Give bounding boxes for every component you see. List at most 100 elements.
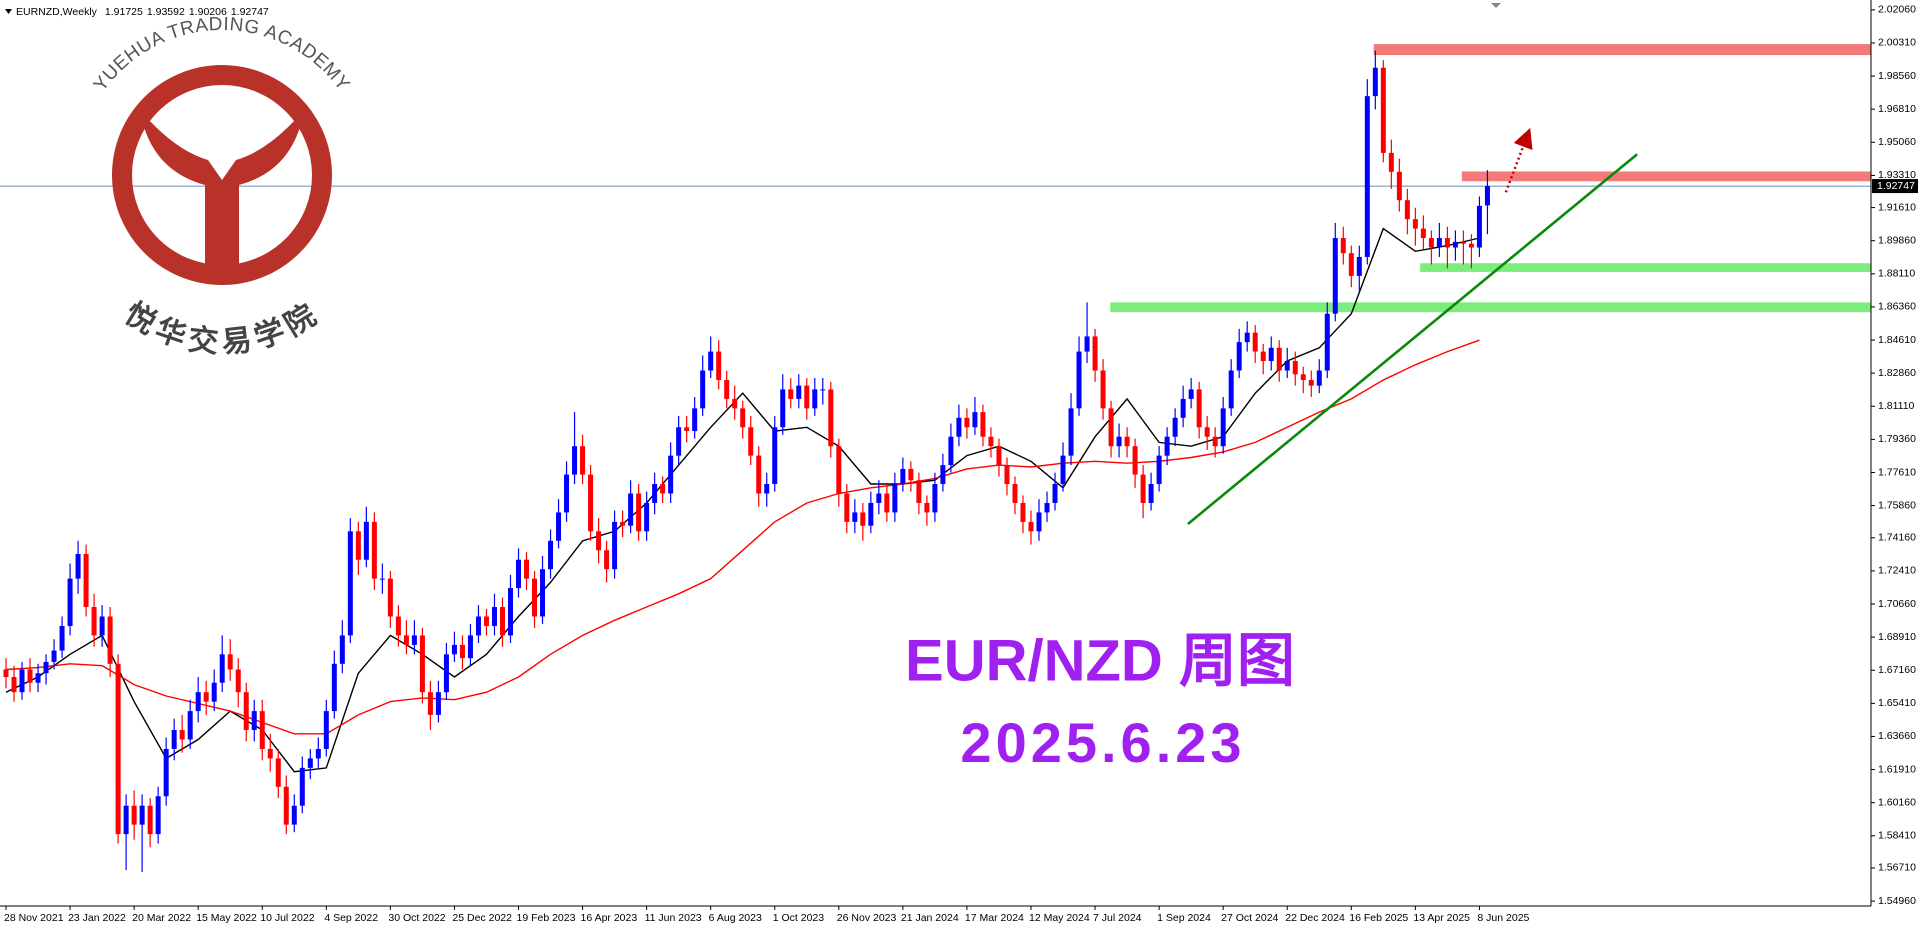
candle-body [331,663,337,712]
candle-body [515,559,521,589]
candle-body [243,692,249,731]
candle-body [1452,241,1458,248]
candle-body [948,436,954,466]
candle-body [99,616,105,636]
x-tick-label: 11 Jun 2023 [645,912,702,924]
candle-body [940,465,946,485]
candle-body [1364,96,1370,257]
candle-body [91,607,97,636]
candle-body [868,502,874,526]
candle-body [804,385,810,409]
candle-body [1148,484,1154,503]
x-tick-label: 27 Oct 2024 [1221,912,1278,924]
candle-body [564,474,570,513]
candle-body [59,625,65,651]
candle-body [1268,347,1274,362]
x-tick-label: 7 Jul 2024 [1093,912,1142,924]
candle-body [171,730,177,749]
x-tick-label: 1 Oct 2023 [773,912,825,924]
y-tick-label: 1.72410 [1878,565,1916,577]
x-tick-label: 13 Apr 2025 [1413,912,1470,924]
candle-body [123,805,129,835]
candle-body [828,389,834,447]
chart-subtitle: 2025.6.23 [960,711,1245,774]
candle-body [1468,243,1474,248]
candle-body [1172,417,1178,437]
candle-body [556,512,562,541]
y-tick-label: 1.82860 [1878,367,1916,379]
level-zone [1373,44,1871,56]
candle-body [251,711,257,731]
candle-body [43,661,49,674]
candle-body [1044,502,1050,513]
candle-body [588,474,594,532]
candle-body [51,650,57,662]
candle-body [403,635,409,645]
candle-body [1052,484,1058,503]
candle-body [83,554,89,608]
level-zone [1420,263,1871,272]
candle-body [636,493,642,532]
candle-body [1324,313,1330,371]
candle-body [475,616,481,636]
candle-body [676,427,682,456]
candle-body [988,436,994,447]
menu-arrow[interactable] [5,9,12,14]
candle-body [339,635,345,664]
candle-body [235,669,241,693]
candle-body [1204,427,1210,437]
candle-body [692,408,698,432]
candle-body [1028,521,1034,532]
x-tick-label: 21 Jan 2024 [901,912,959,924]
candle-body [371,521,377,579]
candle-body [3,669,9,678]
candle-body [1308,379,1314,386]
candle-body [11,677,17,693]
candle-body [27,669,33,683]
candle-body [467,635,473,659]
candle-body [860,512,866,526]
candle-body [844,493,850,522]
candle-body [684,427,690,432]
candle-body [532,578,538,617]
candle-body [355,531,361,560]
candle-body [932,484,938,513]
y-tick-label: 2.00310 [1878,37,1916,49]
candle-body [451,644,457,655]
candle-body [155,796,161,835]
candle-body [748,427,754,456]
candle-body [227,654,233,670]
candle-body [1068,408,1074,456]
candle-body [387,578,393,617]
x-tick-label: 12 May 2024 [1029,912,1090,924]
candle-body [363,521,369,560]
candle-body [1212,436,1218,447]
candle-body [700,370,706,409]
candle-body [115,663,121,835]
candle-body [179,730,185,740]
y-tick-label: 2.02060 [1878,4,1916,16]
candle-body [756,455,762,494]
moving-average [5,339,1480,735]
candle-body [1276,347,1282,371]
candle-body [347,531,353,636]
candle-body [1372,67,1378,97]
candle-body [716,351,722,380]
x-tick-label: 8 Jun 2025 [1477,912,1529,924]
candle-body [524,559,530,579]
x-tick-label: 16 Apr 2023 [581,912,638,924]
candle-body [131,805,137,825]
candle-body [924,502,930,513]
candle-body [1132,446,1138,475]
candle-body [1428,238,1434,248]
candle-body [211,682,217,702]
scroll-marker [1491,3,1501,8]
candle-body [1060,455,1066,485]
y-tick-label: 1.84610 [1878,334,1916,346]
candle-body [139,805,145,825]
candle-body [628,493,634,526]
candle-body [604,550,610,570]
candle-body [876,493,882,503]
candle-body [1420,228,1426,239]
y-tick-label: 1.74160 [1878,532,1916,544]
